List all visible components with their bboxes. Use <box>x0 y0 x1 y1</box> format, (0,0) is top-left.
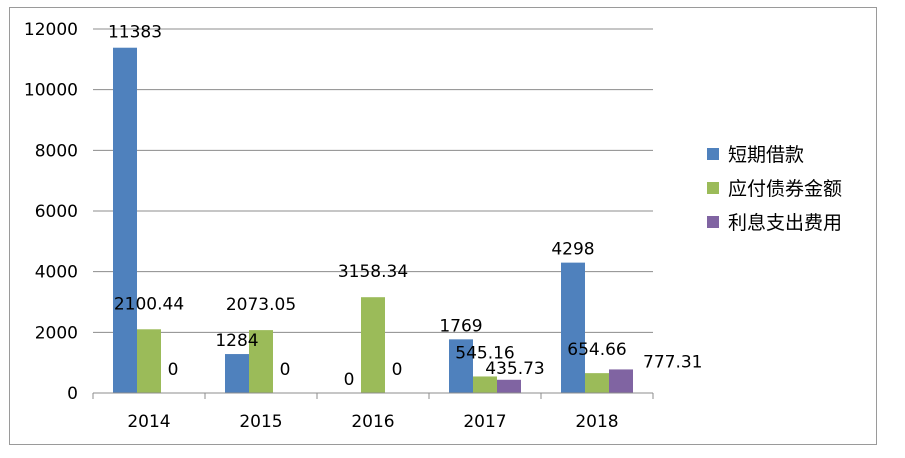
data-label: 0 <box>344 370 355 390</box>
data-label: 654.66 <box>567 340 626 360</box>
x-tick-label: 2017 <box>463 412 506 432</box>
bar <box>361 297 385 393</box>
y-tick-label: 6000 <box>35 202 78 222</box>
data-label: 0 <box>168 360 179 380</box>
data-label: 1769 <box>439 316 482 336</box>
data-label: 435.73 <box>485 359 544 379</box>
legend-label: 短期借款 <box>728 144 804 166</box>
data-labels: 11383 1284 0 1769 4298 2100.44 2073.05 3158.34 5… <box>108 23 703 390</box>
data-label: 2100.44 <box>114 294 184 314</box>
bar <box>449 339 473 393</box>
bar <box>225 354 249 393</box>
x-tick-label: 2014 <box>127 412 170 432</box>
data-label: 545.16 <box>455 343 514 363</box>
bar <box>497 379 521 393</box>
x-tick-label: 2016 <box>351 412 394 432</box>
bar <box>609 369 633 393</box>
y-tick-label: 12000 <box>24 20 78 40</box>
y-tick-label: 0 <box>67 384 78 404</box>
bar <box>249 330 273 393</box>
bar <box>473 376 497 393</box>
y-tick-label: 10000 <box>24 81 78 101</box>
data-label: 1284 <box>215 331 258 351</box>
bar <box>113 47 137 393</box>
bar <box>561 262 585 393</box>
legend-swatch <box>707 182 719 194</box>
y-tick-label: 4000 <box>35 263 78 283</box>
chart-frame <box>9 7 877 445</box>
data-label: 11383 <box>108 23 162 43</box>
data-label: 3158.34 <box>338 262 408 282</box>
x-tick-label: 2018 <box>575 412 618 432</box>
y-axis-ticks: 0 2000 4000 6000 8000 10000 12000 <box>24 20 78 404</box>
data-label: 4298 <box>551 240 594 260</box>
legend-label: 应付债券金额 <box>728 178 842 200</box>
y-tick-label: 2000 <box>35 323 78 343</box>
legend-label: 利息支出费用 <box>728 212 842 234</box>
x-axis: 2014 2015 2016 2017 2018 <box>92 392 654 432</box>
bar <box>585 373 609 393</box>
bars <box>113 47 633 393</box>
data-label: 2073.05 <box>226 295 296 315</box>
x-tick-label: 2015 <box>239 412 282 432</box>
data-label: 0 <box>280 360 291 380</box>
y-tick-label: 8000 <box>35 141 78 161</box>
legend-swatch <box>707 148 719 160</box>
legend-swatch <box>707 216 719 228</box>
data-label: 777.31 <box>643 352 702 372</box>
bar <box>137 329 161 393</box>
data-label: 0 <box>392 360 403 380</box>
